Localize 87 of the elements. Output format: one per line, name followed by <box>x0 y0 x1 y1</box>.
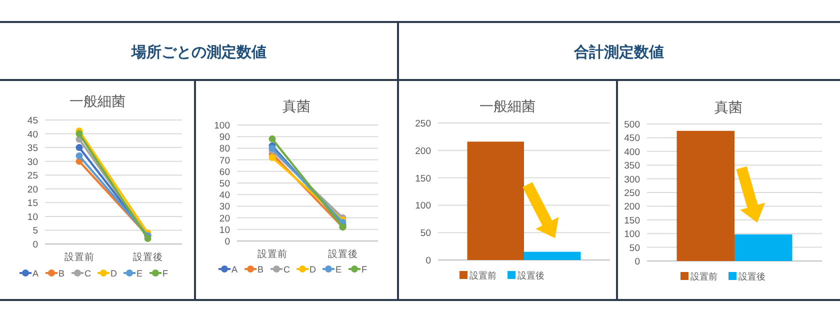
legend-item: B <box>46 268 65 278</box>
point <box>144 234 152 242</box>
text: 場所ごとの測定数値 <box>130 43 266 61</box>
legend-label: D <box>310 264 316 274</box>
y-tick-label: 400 <box>624 146 640 158</box>
point <box>268 135 276 142</box>
chart-title: 真菌 <box>714 99 742 115</box>
y-tick-label: 20 <box>27 184 38 196</box>
legend-item: 設置後 <box>508 270 544 280</box>
legend-label: B <box>258 264 264 274</box>
legend-item: A <box>218 264 238 274</box>
y-tick-label: 20 <box>219 213 230 224</box>
y-tick-label: 30 <box>219 202 230 213</box>
legend-label: 設置後 <box>518 270 544 280</box>
y-tick-label: 40 <box>219 190 230 202</box>
y-tick-label: 500 <box>624 120 640 130</box>
legend-label: E <box>336 264 342 274</box>
y-tick-label: 200 <box>415 146 431 157</box>
y-tick-label: 90 <box>219 132 230 144</box>
y-tick-label: 100 <box>624 229 640 240</box>
legend-item: 設置後 <box>728 272 766 282</box>
y-tick-label: 100 <box>214 120 230 132</box>
text: 合計測定数値 <box>573 43 664 61</box>
legend-label: B <box>58 268 65 278</box>
y-tick-label: 70 <box>219 155 230 166</box>
legend-item: 設置前 <box>460 270 496 280</box>
legend-label: F <box>162 268 168 278</box>
y-tick-label: 250 <box>415 118 431 130</box>
legend-item: B <box>244 264 264 274</box>
y-tick-label: 300 <box>624 174 640 186</box>
legend-item: E <box>322 264 342 274</box>
legend-label: 設置前 <box>690 272 718 282</box>
x-tick-label: 設置後 <box>132 251 163 263</box>
x-tick-label: 設置後 <box>328 248 358 260</box>
chart-title: 真菌 <box>282 98 310 114</box>
point <box>76 144 83 152</box>
y-tick-label: 200 <box>624 202 640 213</box>
y-tick-label: 150 <box>415 173 431 184</box>
legend-label: C <box>284 264 290 274</box>
x-tick-label: 設置前 <box>64 251 94 263</box>
chart-title: 一般細菌 <box>480 98 536 114</box>
y-tick-label: 50 <box>219 178 230 190</box>
y-tick-label: 0 <box>32 240 38 250</box>
point <box>76 152 83 160</box>
legend-item: D <box>98 268 117 278</box>
y-tick-label: 0 <box>224 236 230 248</box>
y-tick-label: 35 <box>27 143 38 154</box>
y-tick-label: 45 <box>27 116 38 126</box>
y-tick-label: 50 <box>629 242 640 254</box>
point <box>268 144 276 152</box>
legend-label: 設置後 <box>738 272 766 282</box>
legend-label: 設置前 <box>470 270 496 280</box>
y-tick-label: 60 <box>219 166 230 178</box>
legend-label: A <box>232 264 238 274</box>
y-tick-label: 10 <box>27 212 38 223</box>
legend-item: D <box>296 264 316 274</box>
y-tick-label: 80 <box>219 144 230 155</box>
legend-label: A <box>32 268 39 278</box>
y-tick-label: 450 <box>624 133 640 144</box>
legend-item: 設置前 <box>680 272 718 282</box>
chart-title: 一般細菌 <box>70 93 126 109</box>
legend-item: C <box>270 264 290 274</box>
y-tick-label: 15 <box>27 198 38 210</box>
legend-label: E <box>136 268 143 278</box>
legend-item: C <box>72 268 91 278</box>
legend-label: C <box>84 268 92 278</box>
y-tick-label: 50 <box>420 228 431 240</box>
y-tick-label: 350 <box>624 160 640 172</box>
point <box>76 130 83 138</box>
legend-item: F <box>348 264 367 274</box>
y-tick-label: 5 <box>32 226 38 237</box>
legend-label: F <box>362 264 368 274</box>
x-tick-label: 設置前 <box>257 248 288 260</box>
y-tick-label: 30 <box>27 156 38 168</box>
y-tick-label: 0 <box>426 256 431 266</box>
y-tick-label: 40 <box>27 129 38 140</box>
y-tick-label: 250 <box>624 188 640 199</box>
legend-label: D <box>110 268 118 278</box>
y-tick-label: 100 <box>415 200 431 212</box>
legend-item: A <box>20 268 39 278</box>
legend-item: E <box>124 268 143 278</box>
y-tick-label: 150 <box>624 215 640 226</box>
y-tick-label: 25 <box>27 170 38 182</box>
legend-item: F <box>150 268 168 278</box>
y-tick-label: 10 <box>219 224 230 236</box>
point <box>268 154 276 161</box>
y-tick-label: 0 <box>634 256 640 268</box>
